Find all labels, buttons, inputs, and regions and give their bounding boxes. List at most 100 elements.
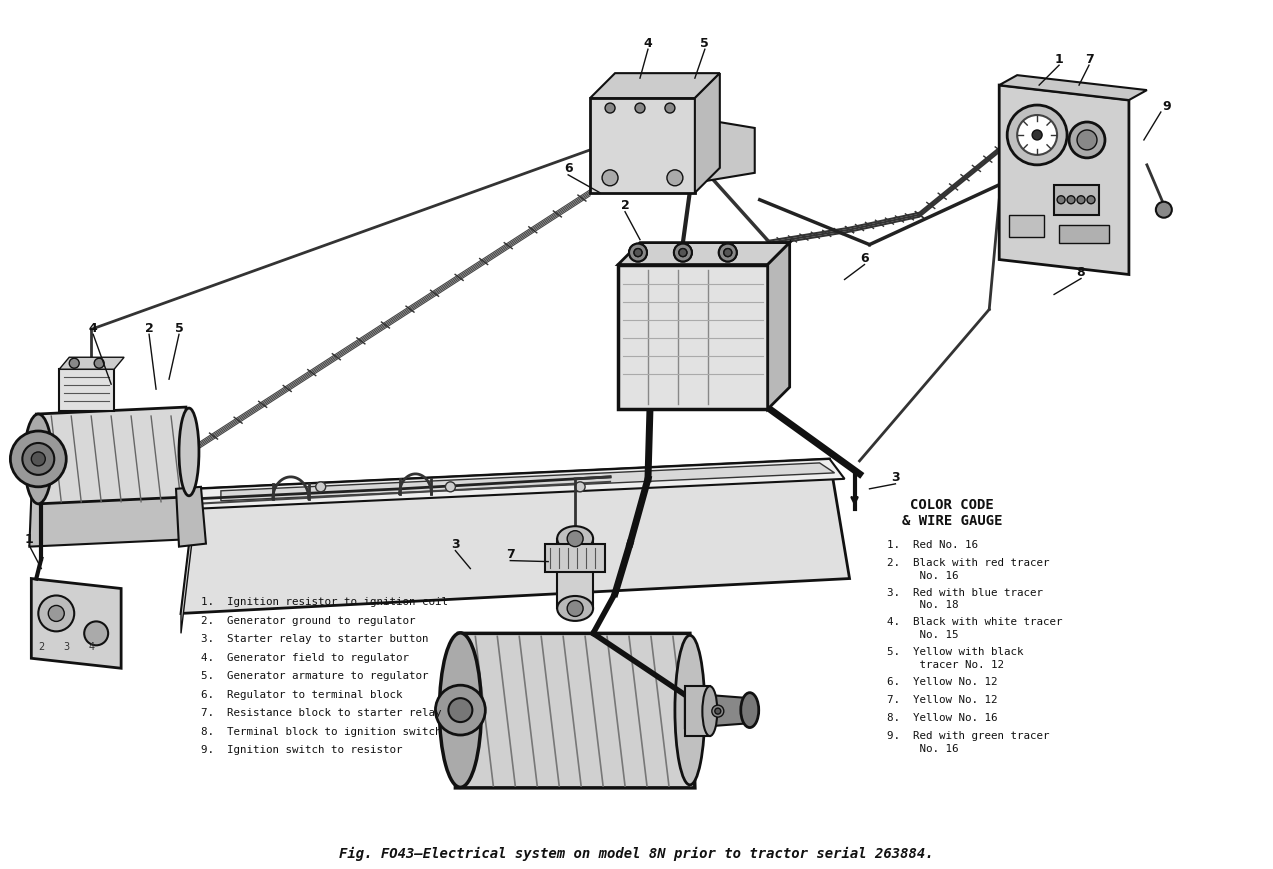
Circle shape: [719, 244, 737, 262]
Text: 3.  Red with blue tracer: 3. Red with blue tracer: [887, 587, 1044, 597]
Circle shape: [715, 708, 721, 714]
Circle shape: [435, 686, 485, 735]
Circle shape: [635, 104, 645, 114]
Polygon shape: [456, 634, 695, 788]
Polygon shape: [695, 74, 719, 194]
Text: 9: 9: [1162, 99, 1171, 112]
Polygon shape: [32, 579, 121, 668]
Polygon shape: [685, 687, 710, 736]
Text: Fig. FO43—Electrical system on model 8N prior to tractor serial 263884.: Fig. FO43—Electrical system on model 8N …: [339, 846, 933, 859]
Text: 8.  Terminal block to ignition switch: 8. Terminal block to ignition switch: [201, 726, 442, 736]
Text: 4: 4: [89, 322, 98, 335]
Circle shape: [605, 104, 615, 114]
Text: 7: 7: [1085, 53, 1094, 66]
Circle shape: [446, 482, 456, 492]
Text: 9.  Red with green tracer: 9. Red with green tracer: [887, 730, 1050, 740]
Polygon shape: [37, 408, 191, 504]
Circle shape: [1057, 196, 1066, 204]
Text: 5.  Generator armature to regulator: 5. Generator armature to regulator: [201, 671, 429, 680]
Polygon shape: [999, 86, 1129, 275]
Circle shape: [719, 244, 737, 262]
Text: 3: 3: [451, 538, 460, 551]
Text: No. 16: No. 16: [887, 743, 959, 753]
Circle shape: [48, 606, 64, 621]
Circle shape: [1069, 123, 1105, 159]
Circle shape: [568, 600, 583, 617]
Text: 3.  Starter relay to starter button: 3. Starter relay to starter button: [201, 634, 429, 644]
Text: 6: 6: [564, 163, 573, 176]
Bar: [591, 99, 695, 194]
Circle shape: [69, 359, 79, 368]
Bar: [1059, 225, 1109, 243]
Circle shape: [679, 249, 687, 257]
Polygon shape: [617, 243, 789, 265]
Circle shape: [316, 482, 326, 492]
Text: tracer No. 12: tracer No. 12: [887, 660, 1004, 669]
Text: 5.  Yellow with black: 5. Yellow with black: [887, 647, 1023, 657]
Text: 6.  Regulator to terminal block: 6. Regulator to terminal block: [201, 689, 402, 699]
Text: 6: 6: [861, 252, 868, 265]
Circle shape: [94, 359, 104, 368]
Text: 5: 5: [700, 36, 709, 50]
Text: 2: 2: [38, 641, 45, 652]
Circle shape: [448, 699, 472, 722]
Polygon shape: [29, 489, 201, 547]
Circle shape: [724, 249, 732, 257]
Polygon shape: [181, 460, 849, 614]
Text: 1: 1: [25, 533, 33, 546]
Polygon shape: [768, 243, 789, 409]
Circle shape: [634, 249, 642, 257]
Polygon shape: [558, 539, 593, 609]
Circle shape: [10, 432, 66, 488]
Circle shape: [1087, 196, 1095, 204]
Ellipse shape: [439, 634, 481, 787]
Circle shape: [665, 104, 675, 114]
Ellipse shape: [179, 408, 199, 496]
Text: 2.  Generator ground to regulator: 2. Generator ground to regulator: [201, 615, 415, 625]
Text: 2.  Black with red tracer: 2. Black with red tracer: [887, 557, 1050, 567]
Text: 4: 4: [644, 36, 652, 50]
Bar: [545, 544, 605, 572]
Polygon shape: [176, 488, 206, 547]
Circle shape: [673, 244, 693, 262]
Circle shape: [1017, 116, 1057, 156]
Text: No. 15: No. 15: [887, 630, 959, 640]
Polygon shape: [196, 460, 844, 509]
Text: No. 18: No. 18: [887, 600, 959, 610]
Text: 3: 3: [64, 641, 69, 652]
Text: 8.  Yellow No. 16: 8. Yellow No. 16: [887, 713, 998, 722]
Bar: [1009, 216, 1044, 237]
Circle shape: [23, 443, 55, 475]
Circle shape: [38, 596, 74, 632]
Text: 6.  Yellow No. 12: 6. Yellow No. 12: [887, 676, 998, 687]
Circle shape: [679, 249, 687, 257]
Text: 4.  Generator field to regulator: 4. Generator field to regulator: [201, 652, 409, 662]
Polygon shape: [695, 119, 755, 183]
Circle shape: [667, 170, 682, 187]
Text: 1.  Ignition resistor to ignition coil: 1. Ignition resistor to ignition coil: [201, 597, 448, 607]
Bar: [1054, 186, 1099, 216]
Circle shape: [602, 170, 617, 187]
Circle shape: [568, 531, 583, 547]
Ellipse shape: [675, 635, 705, 785]
Polygon shape: [999, 76, 1147, 101]
Text: 3: 3: [891, 471, 900, 484]
Bar: [617, 265, 768, 409]
Circle shape: [634, 249, 642, 257]
Circle shape: [629, 244, 647, 262]
Circle shape: [84, 621, 108, 646]
Circle shape: [629, 244, 647, 262]
Text: 5: 5: [174, 322, 183, 335]
Text: COLOR CODE
& WIRE GAUGE: COLOR CODE & WIRE GAUGE: [903, 497, 1003, 527]
Text: 1: 1: [1055, 53, 1063, 66]
Circle shape: [1007, 106, 1067, 166]
Text: No. 16: No. 16: [887, 570, 959, 580]
Bar: [60, 370, 115, 412]
Polygon shape: [60, 358, 125, 370]
Text: 4.  Black with white tracer: 4. Black with white tracer: [887, 617, 1063, 627]
Ellipse shape: [741, 693, 759, 727]
Polygon shape: [591, 74, 719, 99]
Circle shape: [1077, 131, 1097, 150]
Circle shape: [1032, 131, 1043, 141]
Text: 7: 7: [505, 547, 514, 561]
